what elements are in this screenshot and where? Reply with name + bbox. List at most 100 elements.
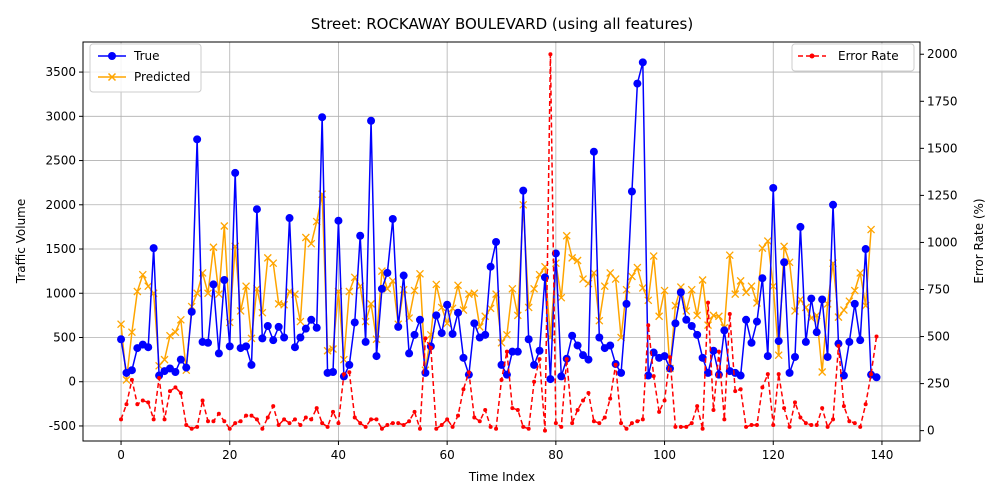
predicted-point [204, 289, 212, 298]
true-point [171, 367, 180, 376]
true-point [144, 343, 153, 352]
true-point [530, 360, 539, 369]
true-point [193, 135, 202, 144]
x-tick-label: 0 [117, 448, 125, 462]
error-rate-point [597, 421, 602, 426]
y-tick-label: 2500 [45, 154, 76, 168]
predicted-point [345, 287, 354, 296]
predicted-point [627, 272, 636, 281]
error-rate-point [282, 417, 287, 422]
true-point [698, 353, 707, 362]
true-point [796, 222, 805, 231]
error-rate-point [483, 407, 488, 412]
true-point [437, 329, 446, 338]
predicted-point [839, 306, 848, 315]
predicted-point [780, 242, 789, 251]
error-rate-point [591, 419, 596, 424]
error-rate-point [613, 362, 618, 367]
error-rate-point [575, 407, 580, 412]
error-rate-point [716, 349, 721, 354]
true-point [274, 322, 283, 331]
predicted-point [524, 303, 533, 312]
error-rate-point [809, 423, 814, 428]
y2-tick-label: 750 [927, 282, 950, 296]
true-point [492, 237, 501, 246]
true-point [290, 343, 299, 352]
error-rate-point [287, 421, 292, 426]
true-point [872, 373, 881, 382]
error-rate-point [309, 417, 314, 422]
true-point [665, 364, 674, 373]
predicted-point [573, 256, 582, 265]
true-point [410, 330, 419, 339]
error-rate-point [738, 387, 743, 392]
error-rate-point [869, 372, 874, 377]
error-rate-point [727, 311, 732, 316]
error-rate-point [548, 52, 553, 57]
true-point [296, 333, 305, 342]
error-rate-point [678, 424, 683, 429]
y2-tick-label: 0 [927, 424, 935, 438]
predicted-point [117, 320, 126, 329]
error-rate-point [814, 423, 819, 428]
legend-right: Error Rate [791, 43, 915, 72]
error-rate-point [472, 415, 477, 420]
true-point [443, 300, 452, 309]
true-point [774, 337, 783, 346]
true-point [682, 315, 691, 324]
predicted-point [611, 275, 620, 284]
predicted-point [470, 289, 479, 298]
y2-tick-label: 2000 [927, 47, 958, 61]
true-point [861, 245, 870, 254]
error-rate-point [841, 404, 846, 409]
y2-tick-label: 1500 [927, 141, 958, 155]
error-rate-point [564, 357, 569, 362]
chart-title: Street: ROCKAWAY BOULEVARD (using all fe… [311, 15, 693, 33]
error-rate-point [760, 385, 765, 390]
error-rate-point [689, 421, 694, 426]
error-rate-point [749, 423, 754, 428]
predicted-point [193, 289, 202, 298]
error-rate-point [216, 411, 221, 416]
error-rate-point [792, 400, 797, 405]
predicted-point [747, 282, 756, 291]
error-rate-point [521, 424, 526, 429]
error-rate-point [662, 398, 667, 403]
error-rate-point [640, 417, 645, 422]
error-rate-point [619, 421, 624, 426]
true-point [367, 116, 376, 125]
error-rate-point [499, 377, 504, 382]
true-point [589, 147, 598, 156]
y2-tick-label: 250 [927, 377, 950, 391]
true-point [823, 352, 832, 361]
true-point [769, 183, 778, 192]
y-tick-label: 500 [53, 330, 76, 344]
true-point [301, 324, 310, 333]
error-rate-point [553, 421, 558, 426]
error-rate-point [303, 415, 308, 420]
predicted-point [638, 283, 647, 292]
error-rate-point [189, 426, 194, 431]
error-rate-point [428, 345, 433, 350]
true-point [176, 355, 185, 364]
plot-frame [82, 41, 921, 442]
x-tick-label: 120 [762, 448, 785, 462]
predicted-point [693, 311, 702, 320]
predicted-point [649, 252, 658, 261]
predicted-point [307, 239, 316, 248]
x-tick-label: 40 [331, 448, 346, 462]
predicted-point [122, 375, 131, 384]
true-point [334, 216, 343, 225]
predicted-point [133, 287, 142, 296]
error-rate-point [874, 334, 879, 339]
predicted-point [644, 296, 653, 305]
true-point [486, 262, 495, 271]
error-rate-point [706, 300, 711, 305]
true-point [742, 315, 751, 324]
error-rate-point [624, 426, 629, 431]
true-point [818, 295, 827, 304]
legend-predicted-label: Predicted [134, 70, 190, 84]
predicted-point [763, 237, 772, 246]
error-rate-point [314, 406, 319, 411]
true-point [638, 58, 647, 67]
